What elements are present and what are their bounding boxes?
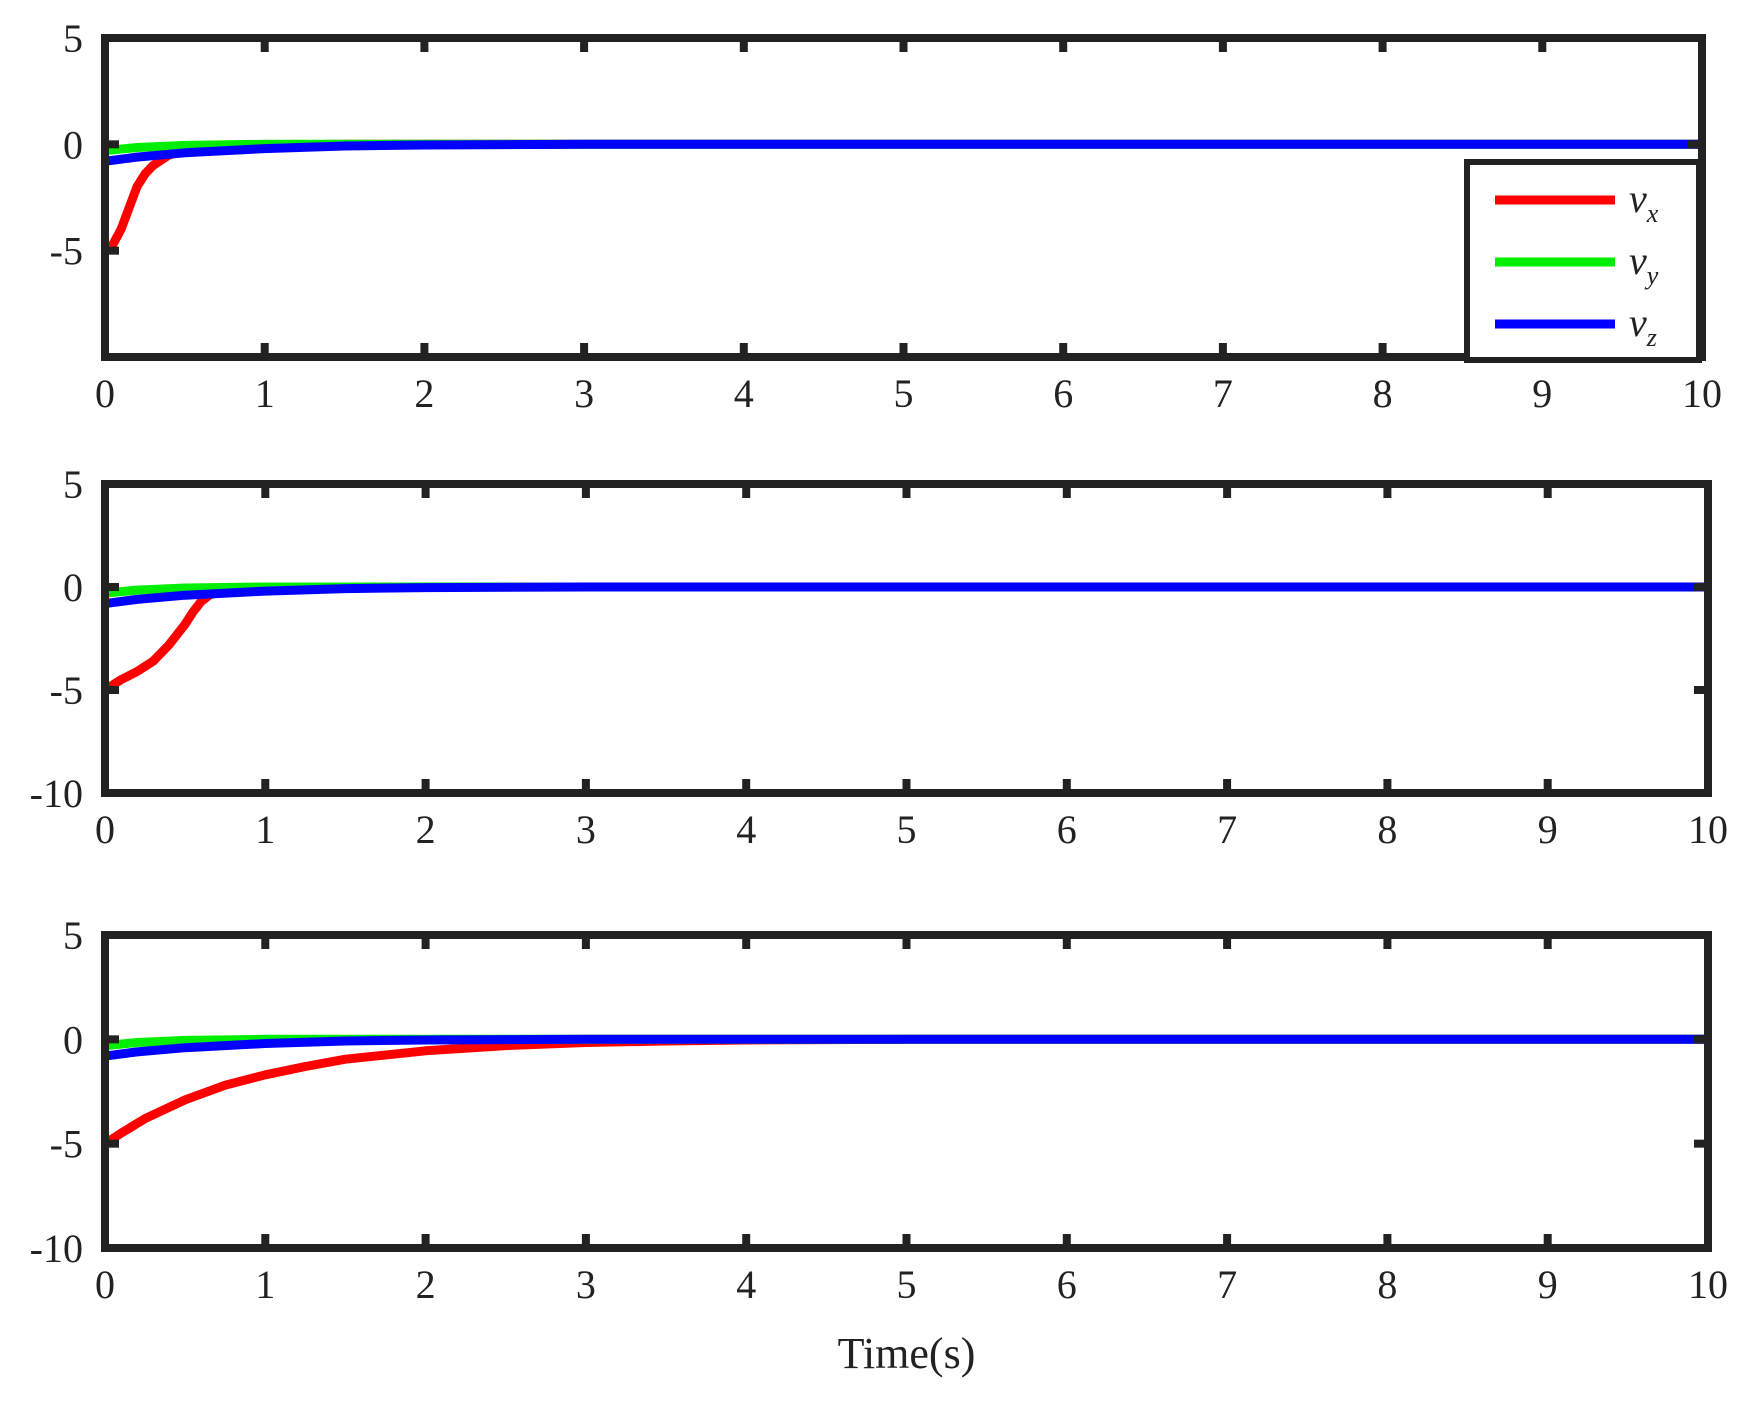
series-line-vx bbox=[105, 139, 1702, 256]
x-tick-label: 7 bbox=[1217, 1262, 1237, 1307]
axes-box bbox=[101, 931, 1712, 1252]
x-tick-label: 6 bbox=[1057, 807, 1077, 852]
x-tick-label: 0 bbox=[95, 1262, 115, 1307]
legend-label-subscript: z bbox=[1646, 323, 1657, 352]
axes-box bbox=[101, 34, 1706, 361]
legend-label-base: v bbox=[1629, 238, 1647, 283]
y-tick-label: 0 bbox=[63, 122, 83, 167]
y-tick-label: -10 bbox=[30, 1226, 83, 1271]
x-tick-label: 9 bbox=[1538, 1262, 1558, 1307]
legend-label-subscript: y bbox=[1644, 261, 1659, 290]
legend-label-subscript: x bbox=[1646, 199, 1659, 228]
legend-label-vz: vz bbox=[1629, 300, 1657, 352]
x-tick-label: 6 bbox=[1057, 1262, 1077, 1307]
x-tick-label: 10 bbox=[1682, 371, 1722, 416]
series-line-vz bbox=[105, 139, 1702, 166]
series-line-vz bbox=[105, 1034, 1708, 1061]
x-tick-label: 5 bbox=[894, 371, 914, 416]
x-tick-label: 7 bbox=[1213, 371, 1233, 416]
subplot-2: 0 1 2 3 4 5 6 7 8 9 10 5 0 -5 -10 bbox=[30, 462, 1728, 852]
x-tick-label: 8 bbox=[1377, 1262, 1397, 1307]
subplot-3: 0 1 2 3 4 5 6 7 8 9 10 5 0 -5 -10 Time(s) bbox=[30, 913, 1728, 1378]
series-line-vx bbox=[105, 1034, 1708, 1149]
x-tick-label: 7 bbox=[1217, 807, 1237, 852]
x-tick-label: 1 bbox=[255, 807, 275, 852]
x-tick-label: 2 bbox=[416, 1262, 436, 1307]
y-tick-label: -5 bbox=[50, 229, 83, 274]
x-tick-label: 4 bbox=[736, 807, 756, 852]
axes-box bbox=[101, 480, 1712, 797]
legend-label-base: v bbox=[1629, 300, 1647, 345]
y-tick-label: 5 bbox=[63, 16, 83, 61]
legend-label-base: v bbox=[1629, 176, 1647, 221]
x-tick-label: 10 bbox=[1688, 807, 1728, 852]
x-tick-label: 9 bbox=[1538, 807, 1558, 852]
x-tick-label: 4 bbox=[734, 371, 754, 416]
x-tick-label: 3 bbox=[576, 807, 596, 852]
x-tick-label: 5 bbox=[897, 1262, 917, 1307]
x-tick-label: 10 bbox=[1688, 1262, 1728, 1307]
x-tick-label: 5 bbox=[897, 807, 917, 852]
x-tick-label: 8 bbox=[1373, 371, 1393, 416]
y-tick-label: -10 bbox=[30, 771, 83, 816]
x-tick-label: 8 bbox=[1377, 807, 1397, 852]
y-tick-label: 5 bbox=[63, 913, 83, 958]
series-line-vx bbox=[105, 582, 1708, 695]
y-tick-label: 0 bbox=[63, 565, 83, 610]
x-tick-label: 3 bbox=[574, 371, 594, 416]
x-tick-label: 2 bbox=[414, 371, 434, 416]
x-tick-label: 1 bbox=[255, 1262, 275, 1307]
y-tick-label: 0 bbox=[63, 1017, 83, 1062]
y-tick-label: 5 bbox=[63, 462, 83, 507]
series-line-vz bbox=[105, 582, 1708, 608]
x-tick-label: 0 bbox=[95, 807, 115, 852]
x-tick-label: 6 bbox=[1053, 371, 1073, 416]
x-tick-label: 0 bbox=[95, 371, 115, 416]
legend-label-vx: vx bbox=[1629, 176, 1659, 228]
y-tick-label: -5 bbox=[50, 1122, 83, 1167]
y-tick-label: -5 bbox=[50, 668, 83, 713]
x-tick-label: 4 bbox=[736, 1262, 756, 1307]
x-axis-label: Time(s) bbox=[838, 1329, 976, 1378]
x-tick-label: 9 bbox=[1532, 371, 1552, 416]
x-tick-label: 3 bbox=[576, 1262, 596, 1307]
legend-label-vy: vy bbox=[1629, 238, 1659, 290]
x-tick-label: 1 bbox=[255, 371, 275, 416]
x-tick-label: 2 bbox=[416, 807, 436, 852]
